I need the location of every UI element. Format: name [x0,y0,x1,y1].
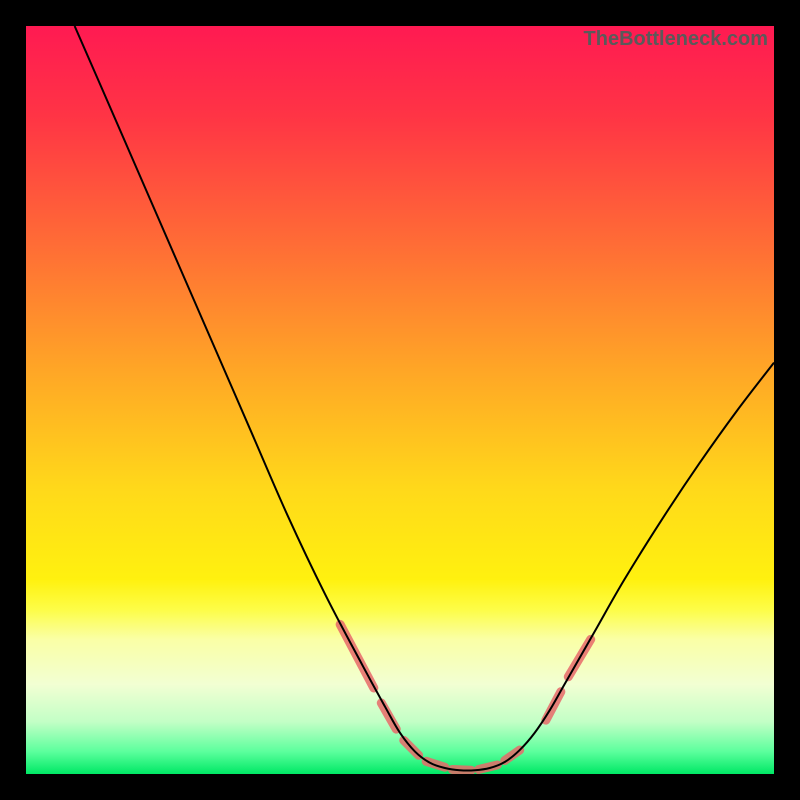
bottleneck-curve [75,26,774,771]
chart-frame: TheBottleneck.com [0,0,800,800]
watermark-text: TheBottleneck.com [584,28,768,51]
highlight-dash [381,703,396,729]
curve-layer [26,26,774,774]
plot-area: TheBottleneck.com [26,26,774,774]
